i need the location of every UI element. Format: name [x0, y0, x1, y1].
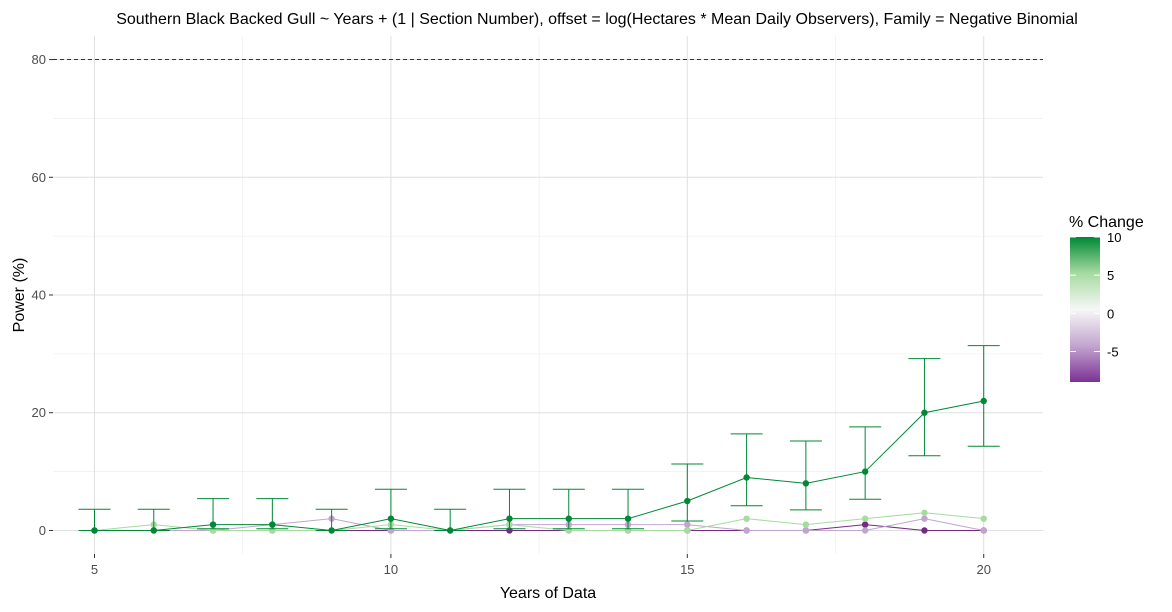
data-point [209, 521, 217, 528]
data-point [624, 515, 632, 522]
data-point [743, 474, 750, 481]
data-point [506, 515, 513, 522]
data-point [684, 521, 691, 528]
series-line [94, 400, 984, 531]
y-tick-label: 0 [39, 523, 46, 538]
data-point [921, 527, 928, 534]
x-tick-label: 10 [384, 562, 398, 577]
legend: % Change 10 5 0 -5 [1069, 214, 1144, 382]
series-line [94, 518, 984, 531]
data-point [565, 515, 572, 522]
data-point [802, 521, 810, 528]
data-point [91, 527, 98, 534]
x-tick-label: 15 [680, 562, 694, 577]
data-point [743, 515, 750, 522]
legend-tick-label: 10 [1107, 230, 1121, 245]
y-tick-label: 20 [32, 405, 46, 420]
x-tick-label: 20 [976, 562, 990, 577]
legend-colorbar [1070, 237, 1100, 382]
x-axis-title: Years of Data [500, 585, 596, 602]
data-point [861, 515, 869, 522]
legend-tick-label: 5 [1107, 268, 1114, 283]
data-point [861, 527, 869, 534]
data-point [802, 480, 810, 487]
data-point [980, 515, 987, 522]
data-point [980, 527, 987, 534]
data-point [980, 397, 987, 405]
y-axis-title: Power (%) [11, 258, 28, 333]
data-point [743, 527, 750, 534]
y-tick-label: 60 [32, 170, 46, 185]
legend-title: % Change [1069, 214, 1144, 231]
data-point [861, 468, 869, 475]
series-group [78, 345, 1000, 534]
data-point [802, 527, 810, 534]
data-point [150, 527, 157, 534]
chart-title: Southern Black Backed Gull ~ Years + (1 … [116, 11, 1078, 28]
x-tick-label: 5 [91, 562, 98, 577]
data-point [684, 497, 691, 505]
data-point [269, 521, 276, 528]
y-tick-label: 80 [32, 52, 46, 67]
data-point [328, 527, 335, 534]
data-point [861, 521, 869, 528]
data-point [684, 527, 691, 534]
data-point [446, 527, 454, 534]
axes: 5 10 15 20 0 20 40 60 80 [32, 52, 991, 577]
legend-tick-label: -5 [1107, 344, 1119, 359]
data-point [921, 515, 928, 522]
legend-tick-label: 0 [1107, 306, 1114, 321]
series-10 [78, 345, 1000, 534]
y-tick-label: 40 [32, 288, 46, 303]
data-point [387, 515, 395, 522]
data-point [921, 409, 928, 416]
data-point [921, 509, 928, 516]
series-line [94, 512, 984, 531]
